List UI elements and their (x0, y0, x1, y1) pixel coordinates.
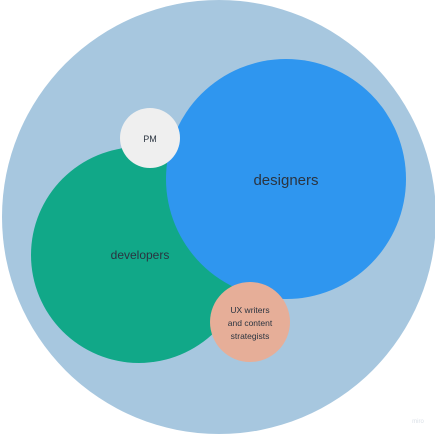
ux-writers-label-line-1: UX writers (230, 305, 269, 315)
ux-writers-circle (210, 282, 290, 362)
developers-label: developers (111, 248, 170, 262)
designers-circle (166, 59, 406, 299)
ux-writers-label-line-2: and content (228, 318, 273, 328)
watermark-logo: miro (412, 419, 424, 425)
ux-writers-label-line-3: strategists (231, 331, 270, 341)
designers-label: designers (253, 172, 318, 189)
pm-label: PM (143, 134, 157, 144)
pm-circle (120, 108, 180, 168)
